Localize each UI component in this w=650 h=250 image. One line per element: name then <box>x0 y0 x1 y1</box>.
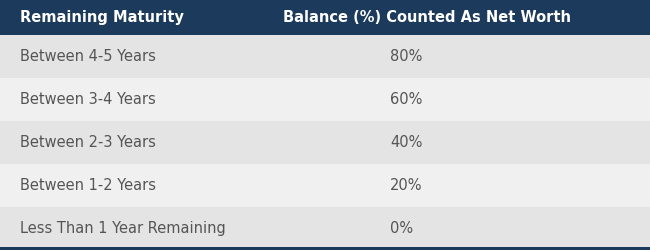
Text: 0%: 0% <box>390 221 413 236</box>
Bar <box>0 207 650 250</box>
Text: Between 3-4 Years: Between 3-4 Years <box>20 92 155 107</box>
Bar <box>0 164 650 207</box>
Text: 80%: 80% <box>390 49 422 64</box>
Text: 60%: 60% <box>390 92 422 107</box>
Text: Remaining Maturity: Remaining Maturity <box>20 10 183 25</box>
Bar <box>0 0 650 35</box>
Text: 40%: 40% <box>390 135 422 150</box>
Bar <box>0 247 650 250</box>
Text: Between 1-2 Years: Between 1-2 Years <box>20 178 155 193</box>
Text: Between 4-5 Years: Between 4-5 Years <box>20 49 155 64</box>
Text: Balance (%) Counted As Net Worth: Balance (%) Counted As Net Worth <box>283 10 571 25</box>
Text: 20%: 20% <box>390 178 422 193</box>
Bar <box>0 35 650 78</box>
Text: Between 2-3 Years: Between 2-3 Years <box>20 135 155 150</box>
Text: Less Than 1 Year Remaining: Less Than 1 Year Remaining <box>20 221 226 236</box>
Bar <box>0 78 650 121</box>
Bar <box>0 121 650 164</box>
